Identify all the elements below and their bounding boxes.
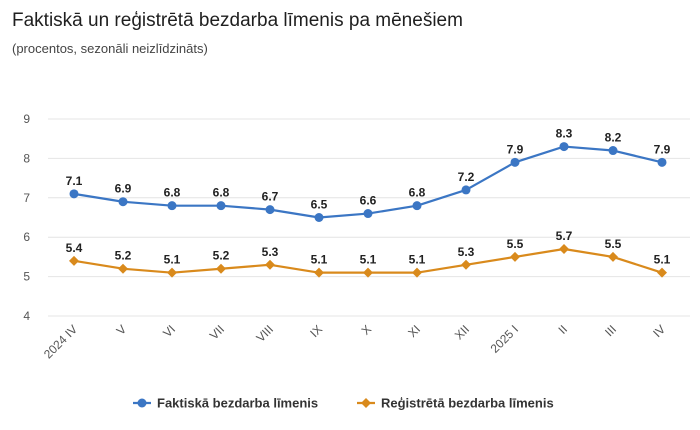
x-tick-label: II	[556, 322, 571, 337]
x-tick-label: IV	[650, 322, 668, 340]
data-label: 5.1	[409, 253, 426, 267]
data-label: 5.1	[360, 253, 377, 267]
data-point	[559, 244, 569, 255]
legend-label: Faktiskā bezdarba līmenis	[157, 396, 318, 411]
data-label: 5.1	[654, 253, 671, 267]
x-tick-label: VIII	[253, 322, 276, 345]
data-point	[608, 251, 618, 262]
data-point	[510, 251, 520, 262]
data-point	[412, 267, 422, 278]
y-tick-label: 8	[23, 151, 30, 165]
x-axis-ticks: 2024 IV V VI VII VIII IX X XI XII 2025 I II III IV	[41, 322, 668, 361]
data-point	[559, 142, 569, 152]
data-point	[167, 267, 177, 278]
data-label: 5.2	[213, 249, 230, 263]
legend-marker	[137, 398, 147, 408]
chart-subtitle: (procentos, sezonāli neizlīdzināts)	[12, 41, 208, 56]
legend-label: Reģistrētā bezdarba līmenis	[381, 396, 554, 411]
data-point	[412, 201, 422, 211]
data-label: 5.5	[605, 237, 622, 251]
data-point	[118, 197, 128, 207]
legend: Faktiskā bezdarba līmenis Reģistrētā bezd…	[133, 396, 554, 411]
x-tick-label: 2025 I	[488, 322, 521, 355]
y-tick-label: 9	[23, 112, 30, 126]
data-label: 5.1	[164, 253, 181, 267]
data-point	[69, 255, 79, 266]
x-tick-label: X	[359, 322, 375, 338]
data-point	[363, 209, 373, 219]
series-group: 7.1 6.9 6.8 6.8 6.7 6.5 6.6 6.8 7.2 7.9 8.3 8.2 7.9 5…	[66, 127, 671, 278]
data-label: 5.4	[66, 241, 83, 255]
data-label: 8.3	[556, 127, 573, 141]
data-point	[69, 189, 79, 199]
legend-item: Faktiskā bezdarba līmenis	[133, 396, 318, 411]
data-label: 6.8	[409, 186, 426, 200]
data-label: 6.9	[115, 182, 132, 196]
y-tick-label: 4	[23, 309, 30, 323]
x-tick-label: III	[602, 322, 619, 339]
data-point	[167, 201, 177, 211]
legend-marker	[361, 398, 371, 408]
data-point	[461, 259, 471, 270]
data-point	[363, 267, 373, 278]
data-label: 5.7	[556, 229, 573, 243]
data-point	[118, 263, 128, 274]
data-label: 6.7	[262, 190, 279, 204]
data-point	[314, 213, 324, 222]
y-tick-label: 5	[23, 270, 30, 284]
data-label: 5.5	[507, 237, 524, 251]
data-label: 5.1	[311, 253, 328, 267]
y-tick-label: 7	[23, 191, 30, 205]
data-point	[657, 267, 667, 278]
data-point	[461, 185, 471, 195]
data-label: 7.9	[507, 142, 524, 156]
data-label: 6.8	[213, 186, 230, 200]
data-point	[314, 267, 324, 278]
x-tick-label: V	[114, 322, 130, 338]
data-label: 5.2	[115, 249, 132, 263]
data-label: 7.9	[654, 142, 671, 156]
data-label: 8.2	[605, 131, 622, 145]
legend-item: Reģistrētā bezdarba līmenis	[357, 396, 554, 411]
data-label: 6.5	[311, 198, 328, 212]
data-label: 6.8	[164, 186, 181, 200]
data-point	[216, 263, 226, 274]
x-tick-label: XI	[405, 322, 423, 340]
data-label: 6.6	[360, 194, 377, 208]
data-point	[608, 146, 618, 156]
data-point	[265, 259, 275, 270]
data-point	[657, 157, 667, 167]
y-axis-ticks: 4 5 6 7 8 9	[23, 112, 30, 323]
x-tick-label: VI	[160, 322, 178, 340]
gridlines	[48, 118, 690, 317]
data-label: 5.3	[458, 245, 475, 259]
x-tick-label: 2024 IV	[41, 322, 80, 361]
data-label: 7.1	[66, 174, 83, 188]
y-tick-label: 6	[23, 230, 30, 244]
data-point	[510, 157, 520, 167]
x-tick-label: VII	[207, 322, 227, 342]
data-label: 5.3	[262, 245, 279, 259]
chart-title: Faktiskā un reģistrētā bezdarba līmenis …	[12, 10, 463, 31]
data-label: 7.2	[458, 170, 475, 184]
x-tick-label: XII	[452, 322, 472, 342]
x-tick-label: IX	[307, 322, 325, 340]
data-point	[216, 201, 226, 211]
data-point	[265, 205, 275, 215]
